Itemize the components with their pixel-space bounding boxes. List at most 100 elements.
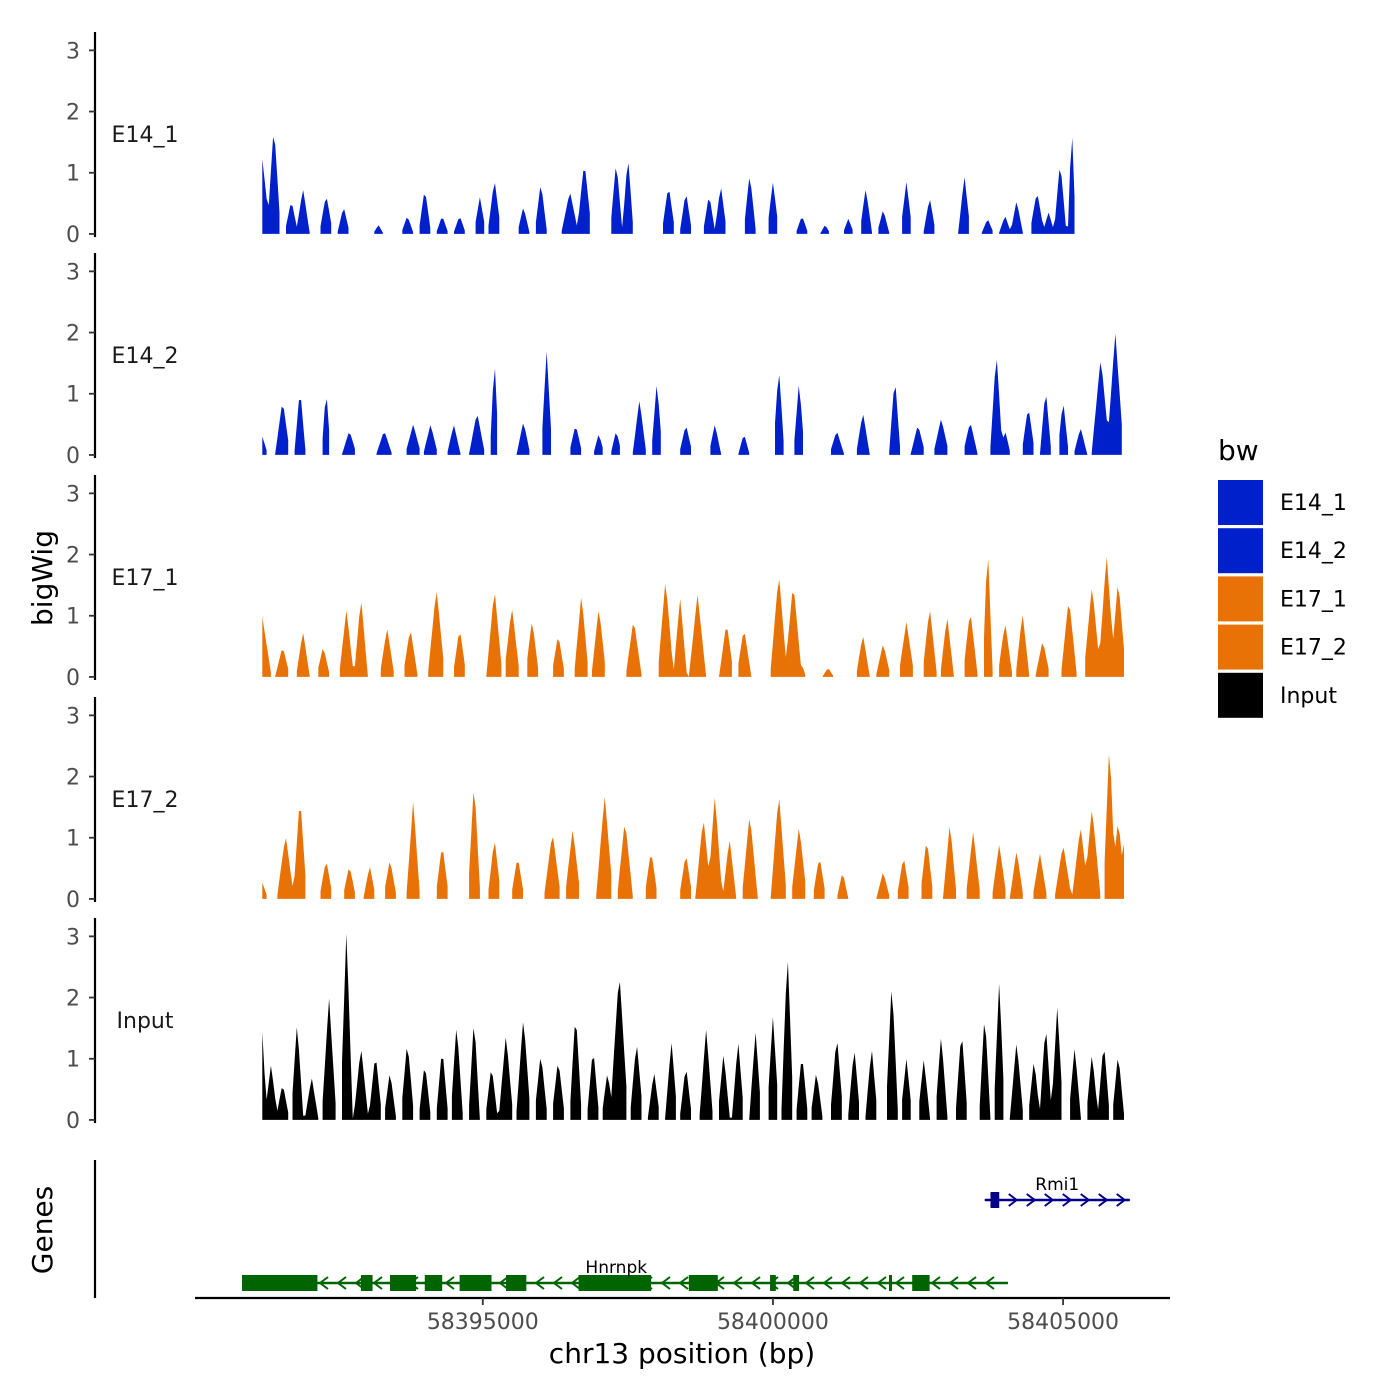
x-axis-title: chr13 position (bp) bbox=[549, 1337, 815, 1370]
strand-arrow bbox=[840, 1276, 851, 1290]
strand-arrow bbox=[876, 1276, 887, 1290]
strand-arrow bbox=[984, 1276, 995, 1290]
strand-arrow bbox=[1098, 1193, 1109, 1207]
signal-tracks: 0 1 2 3 E14_1 0 1 2 3 E14_2 0 1 2 3 E17_1 0 1 2 3 E17_2 0 1 2 3… bbox=[66, 32, 1124, 1134]
strand-arrow bbox=[948, 1276, 959, 1290]
strand-arrow bbox=[552, 1276, 563, 1290]
coverage-area-Input bbox=[262, 933, 1124, 1120]
strand-arrow bbox=[318, 1276, 329, 1290]
exon bbox=[888, 1275, 892, 1291]
y-tick-label: 0 bbox=[66, 444, 80, 469]
exon bbox=[990, 1192, 1000, 1208]
legend-label: E17_2 bbox=[1280, 636, 1347, 661]
y-tick-label: 0 bbox=[66, 666, 80, 691]
track-label: E17_1 bbox=[112, 566, 179, 591]
y-tick-label: 3 bbox=[66, 482, 80, 507]
y-tick-label: 2 bbox=[66, 766, 80, 791]
strand-arrow bbox=[498, 1276, 509, 1290]
exon bbox=[688, 1275, 718, 1291]
strand-arrow bbox=[1062, 1193, 1073, 1207]
strand-arrow bbox=[1116, 1193, 1127, 1207]
y-tick-label: 1 bbox=[66, 827, 80, 852]
gene-name: Hnrnpk bbox=[585, 1258, 647, 1278]
strand-arrow bbox=[822, 1276, 833, 1290]
legend-swatch-E17_1 bbox=[1218, 576, 1263, 622]
track-E17_2: 0 1 2 3 E17_2 bbox=[66, 697, 1124, 913]
y-tick-label: 3 bbox=[66, 39, 80, 64]
track-E14_2: 0 1 2 3 E14_2 bbox=[66, 253, 1122, 469]
genes-panel: Rmi1 Hnrnpk bbox=[93, 1160, 1130, 1298]
exon bbox=[770, 1275, 776, 1291]
strand-arrow bbox=[660, 1276, 671, 1290]
strand-arrow bbox=[804, 1276, 815, 1290]
exon bbox=[578, 1275, 652, 1291]
exon bbox=[459, 1275, 492, 1291]
track-Input: 0 1 2 3 Input bbox=[66, 918, 1124, 1134]
gene-Rmi1: Rmi1 bbox=[984, 1175, 1130, 1208]
genes-panel-title: Genes bbox=[26, 1186, 59, 1274]
y-tick-label: 2 bbox=[66, 987, 80, 1012]
exon bbox=[424, 1275, 443, 1291]
strand-arrow bbox=[570, 1276, 581, 1290]
strand-arrow bbox=[1044, 1193, 1055, 1207]
strand-arrow bbox=[534, 1276, 545, 1290]
y-tick-label: 0 bbox=[66, 223, 80, 248]
strand-arrow bbox=[894, 1276, 905, 1290]
x-tick-label: 58395000 bbox=[427, 1310, 539, 1335]
y-tick-label: 3 bbox=[66, 925, 80, 950]
y-tick-label: 3 bbox=[66, 260, 80, 285]
gene-name: Rmi1 bbox=[1035, 1175, 1079, 1195]
legend-swatch-Input bbox=[1218, 672, 1263, 718]
coverage-area-E14_2 bbox=[262, 333, 1122, 455]
coverage-area-E14_1 bbox=[262, 137, 1075, 234]
x-tick-label: 58400000 bbox=[717, 1310, 829, 1335]
legend-swatch-E17_2 bbox=[1218, 624, 1263, 670]
legend-label: E14_1 bbox=[1280, 491, 1347, 516]
exon bbox=[360, 1275, 373, 1291]
exon bbox=[242, 1275, 318, 1291]
exon bbox=[389, 1275, 417, 1291]
legend-label: Input bbox=[1280, 684, 1337, 709]
coverage-area-E17_2 bbox=[262, 754, 1124, 899]
y-tick-label: 2 bbox=[66, 544, 80, 569]
track-E14_1: 0 1 2 3 E14_1 bbox=[66, 32, 1075, 248]
strand-arrow bbox=[336, 1276, 347, 1290]
strand-arrow bbox=[1080, 1193, 1091, 1207]
y-tick-label: 0 bbox=[66, 888, 80, 913]
strand-arrow bbox=[930, 1276, 941, 1290]
strand-arrow bbox=[1026, 1193, 1037, 1207]
track-label: E17_2 bbox=[112, 788, 179, 813]
y-tick-label: 1 bbox=[66, 605, 80, 630]
track-label: E14_1 bbox=[112, 123, 179, 148]
legend: bw E14_1 E14_2 E17_1 E17_2 Input bbox=[1218, 434, 1347, 718]
track-label: E14_2 bbox=[112, 344, 179, 369]
strand-arrow bbox=[750, 1276, 761, 1290]
track-E17_1: 0 1 2 3 E17_1 bbox=[66, 475, 1124, 691]
strand-arrow bbox=[858, 1276, 869, 1290]
strand-arrow bbox=[732, 1276, 743, 1290]
track-label: Input bbox=[117, 1009, 174, 1034]
y-tick-label: 1 bbox=[66, 1048, 80, 1073]
legend-label: E14_2 bbox=[1280, 539, 1347, 564]
gene-Hnrnpk: Hnrnpk bbox=[242, 1258, 1008, 1291]
y-axis-title: bigWig bbox=[26, 530, 59, 626]
strand-arrow bbox=[372, 1276, 383, 1290]
legend-title: bw bbox=[1218, 434, 1259, 467]
y-tick-label: 2 bbox=[66, 322, 80, 347]
strand-arrow bbox=[1008, 1193, 1019, 1207]
legend-swatch-E14_2 bbox=[1218, 528, 1263, 574]
y-tick-label: 1 bbox=[66, 383, 80, 408]
strand-arrow bbox=[678, 1276, 689, 1290]
exon bbox=[912, 1275, 930, 1291]
legend-label: E17_1 bbox=[1280, 587, 1347, 612]
exon bbox=[793, 1275, 800, 1291]
x-axis: 58395000 58400000 58405000 chr13 position (… bbox=[195, 1296, 1170, 1370]
y-tick-label: 0 bbox=[66, 1109, 80, 1134]
strand-arrow bbox=[444, 1276, 455, 1290]
coverage-area-E17_1 bbox=[262, 557, 1124, 677]
legend-swatch-E14_1 bbox=[1218, 480, 1263, 525]
strand-arrow bbox=[966, 1276, 977, 1290]
y-tick-label: 1 bbox=[66, 162, 80, 187]
